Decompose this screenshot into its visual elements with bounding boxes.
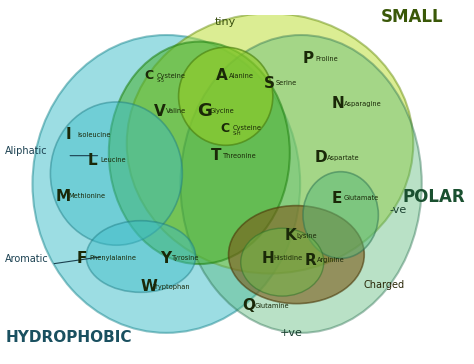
Text: I: I: [65, 127, 71, 142]
Text: W: W: [141, 279, 158, 294]
Text: C: C: [220, 122, 229, 135]
Text: S-5: S-5: [157, 78, 165, 83]
Text: T: T: [210, 148, 221, 163]
Text: Methionine: Methionine: [68, 193, 105, 199]
Ellipse shape: [181, 35, 422, 333]
Text: R: R: [305, 253, 317, 268]
Text: Charged: Charged: [363, 280, 404, 290]
Text: D: D: [314, 150, 327, 165]
Text: H: H: [262, 251, 274, 266]
Text: Leucine: Leucine: [100, 157, 126, 163]
Text: -ve: -ve: [390, 205, 407, 215]
Text: Cysteine: Cysteine: [157, 72, 186, 79]
Text: SMALL: SMALL: [380, 8, 443, 25]
Text: Asparagine: Asparagine: [344, 101, 381, 107]
Ellipse shape: [241, 228, 324, 296]
Text: HYDROPHOBIC: HYDROPHOBIC: [5, 330, 132, 345]
Text: E: E: [331, 191, 342, 206]
Text: Valine: Valine: [166, 108, 187, 114]
Text: F: F: [77, 251, 87, 266]
Text: Tryptophan: Tryptophan: [153, 284, 191, 290]
Text: Aliphatic: Aliphatic: [5, 146, 48, 156]
Text: +ve: +ve: [280, 328, 303, 337]
Text: Phenylalanine: Phenylalanine: [89, 256, 136, 261]
Text: POLAR: POLAR: [403, 187, 465, 206]
Text: G: G: [198, 102, 212, 120]
Text: M: M: [56, 189, 71, 204]
Text: Aromatic: Aromatic: [5, 254, 49, 264]
Ellipse shape: [50, 102, 182, 245]
Text: Y: Y: [160, 251, 171, 266]
Ellipse shape: [303, 172, 378, 258]
Text: Alanine: Alanine: [228, 72, 254, 79]
Text: Histidine: Histidine: [274, 256, 303, 261]
Text: Cysteine: Cysteine: [232, 125, 261, 131]
Ellipse shape: [86, 221, 196, 292]
Ellipse shape: [228, 206, 364, 304]
Text: Proline: Proline: [315, 56, 338, 62]
Text: Tyrosine: Tyrosine: [172, 256, 200, 261]
Ellipse shape: [33, 35, 300, 333]
Text: Aspartate: Aspartate: [327, 155, 359, 161]
Text: Q: Q: [243, 298, 255, 313]
Text: Serine: Serine: [276, 80, 297, 86]
Text: Isoleucine: Isoleucine: [78, 132, 111, 138]
Text: A: A: [216, 68, 228, 83]
Text: L: L: [88, 153, 98, 168]
Text: Arginine: Arginine: [317, 257, 345, 263]
Text: Lysine: Lysine: [296, 233, 317, 239]
Text: S: S: [264, 76, 274, 91]
Text: C: C: [145, 69, 154, 82]
Text: P: P: [303, 51, 314, 66]
Text: Glutamine: Glutamine: [255, 302, 290, 309]
Text: V: V: [154, 104, 166, 119]
Text: Threonine: Threonine: [223, 153, 256, 159]
Text: Glycine: Glycine: [210, 108, 235, 114]
Text: Glutamate: Glutamate: [344, 195, 379, 201]
Text: N: N: [331, 96, 344, 111]
Ellipse shape: [127, 13, 413, 273]
Text: K: K: [284, 228, 296, 243]
Text: tiny: tiny: [215, 16, 237, 27]
Ellipse shape: [179, 47, 273, 145]
Text: S-H: S-H: [232, 131, 241, 136]
Ellipse shape: [109, 41, 290, 264]
